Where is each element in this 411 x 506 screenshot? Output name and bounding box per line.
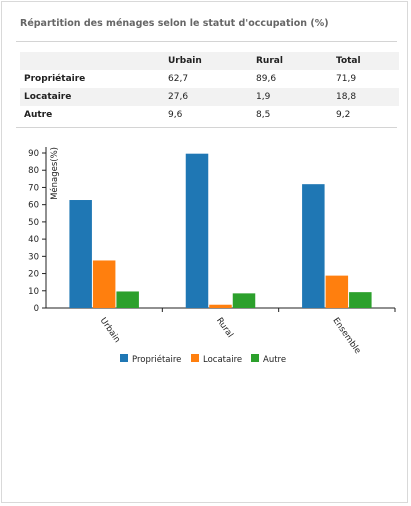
y-tick-label: 10 xyxy=(28,287,39,297)
legend-swatch xyxy=(251,354,259,362)
table-row: Autre 9,6 8,5 9,2 xyxy=(20,106,399,124)
bar xyxy=(349,292,372,308)
table-cell: 89,6 xyxy=(252,70,332,88)
bar xyxy=(93,260,116,308)
table-cell: 9,2 xyxy=(332,106,399,124)
bar xyxy=(233,293,256,308)
legend-label: Propriétaire xyxy=(132,354,181,365)
table-header-cell: Total xyxy=(332,52,399,70)
x-tick-label: Ensemble xyxy=(330,316,362,356)
table-header-cell: Urbain xyxy=(164,52,252,70)
bar xyxy=(302,184,325,308)
x-tick-label: Urbain xyxy=(98,316,122,345)
y-tick-label: 80 xyxy=(28,166,39,176)
y-tick-label: 70 xyxy=(28,183,39,193)
x-tick-label: Rural xyxy=(214,316,235,340)
panel-title: Répartition des ménages selon le statut … xyxy=(20,18,329,29)
divider xyxy=(16,127,397,128)
bar xyxy=(209,305,232,308)
legend-swatch xyxy=(120,354,128,362)
bar xyxy=(69,200,92,308)
table-row-label: Propriétaire xyxy=(20,70,164,88)
table-cell: 71,9 xyxy=(332,70,399,88)
y-tick-label: 0 xyxy=(34,304,39,314)
y-tick-label: 50 xyxy=(28,218,39,228)
y-tick-label: 40 xyxy=(28,235,39,245)
data-table: Urbain Rural Total Propriétaire 62,7 89,… xyxy=(20,52,399,124)
table-header-row: Urbain Rural Total xyxy=(20,52,399,70)
bar-chart: 0 10 20 30 40 50 60 70 80 90 Ménages(%) Urbain Rural… xyxy=(0,130,411,380)
legend-swatch xyxy=(191,354,199,362)
table-row: Propriétaire 62,7 89,6 71,9 xyxy=(20,70,399,88)
table-cell: 62,7 xyxy=(164,70,252,88)
table-cell: 27,6 xyxy=(164,88,252,106)
table-row-label: Locataire xyxy=(20,88,164,106)
table-row-label: Autre xyxy=(20,106,164,124)
y-tick-label: 60 xyxy=(28,201,39,211)
bar xyxy=(326,276,349,308)
y-tick-label: 20 xyxy=(28,270,39,280)
legend-label: Locataire xyxy=(203,355,242,365)
legend-label: Autre xyxy=(263,355,286,365)
table-cell: 9,6 xyxy=(164,106,252,124)
y-tick-label: 90 xyxy=(28,149,39,159)
y-tick-label: 30 xyxy=(28,252,39,262)
bar xyxy=(186,154,209,308)
divider xyxy=(16,41,397,42)
table-cell: 8,5 xyxy=(252,106,332,124)
table-row: Locataire 27,6 1,9 18,8 xyxy=(20,88,399,106)
table-cell: 1,9 xyxy=(252,88,332,106)
table-cell: 18,8 xyxy=(332,88,399,106)
table-header-cell: Rural xyxy=(252,52,332,70)
table-header-cell xyxy=(20,52,164,70)
y-axis-label: Ménages(%) xyxy=(49,147,60,200)
bar xyxy=(116,291,138,308)
